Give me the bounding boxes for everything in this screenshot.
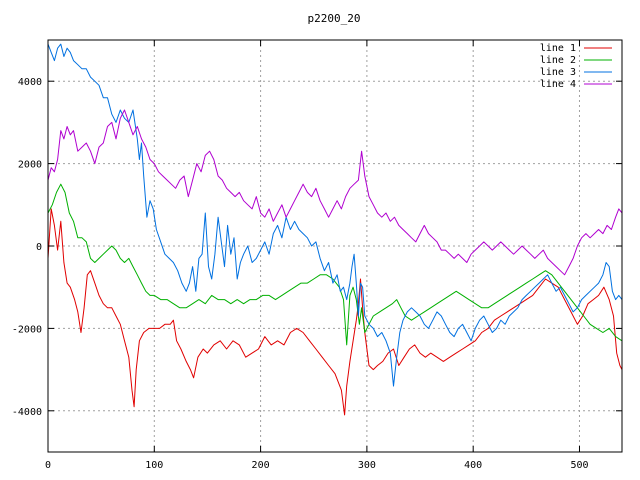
legend-label-1: line 1 — [540, 43, 576, 54]
series-line-3 — [48, 43, 622, 387]
x-tick-label-1: 100 — [145, 460, 163, 471]
y-tick-label-0: -4000 — [12, 407, 42, 418]
x-tick-label-0: 0 — [45, 460, 51, 471]
x-axis-ticks: 0 100 200 300 400 500 — [45, 40, 589, 471]
chart-title: p2200_20 — [308, 12, 361, 25]
y-tick-label-2: 0 — [36, 242, 42, 253]
series-line-2 — [48, 183, 622, 346]
legend-label-3: line 3 — [540, 67, 576, 78]
legend-label-2: line 2 — [540, 55, 576, 66]
x-tick-label-5: 500 — [570, 460, 588, 471]
series-line-4 — [48, 109, 622, 276]
y-axis-ticks: -4000 -2000 0 2000 4000 — [12, 77, 622, 418]
x-tick-label-4: 400 — [464, 460, 482, 471]
legend-label-4: line 4 — [540, 79, 576, 90]
grid — [48, 40, 622, 452]
series-line-1 — [48, 208, 622, 416]
x-tick-label-2: 200 — [252, 460, 270, 471]
series-layer — [48, 43, 622, 416]
y-tick-label-3: 2000 — [18, 160, 42, 171]
y-tick-label-4: 4000 — [18, 77, 42, 88]
x-tick-label-3: 300 — [358, 460, 376, 471]
y-tick-label-1: -2000 — [12, 324, 42, 335]
